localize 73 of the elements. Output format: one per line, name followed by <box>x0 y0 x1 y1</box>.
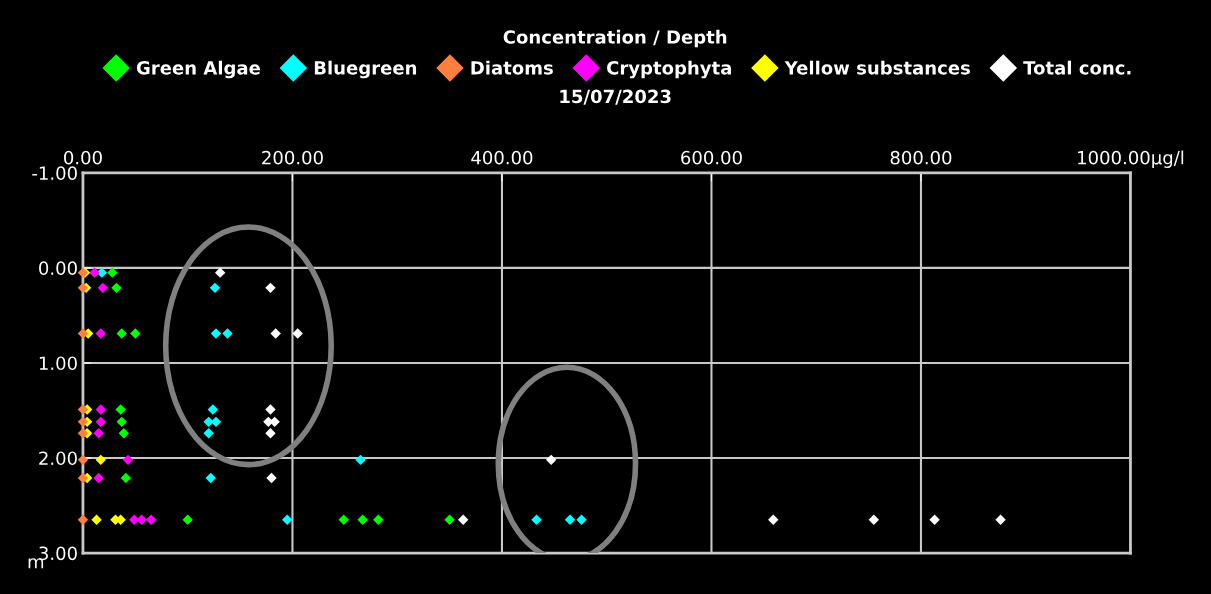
point <box>458 514 469 525</box>
point <box>265 282 276 294</box>
x-tick-label: 1000.00µg/l <box>1078 150 1184 168</box>
point <box>209 282 221 294</box>
legend-label: Diatoms <box>471 60 553 75</box>
point <box>95 416 106 428</box>
point <box>97 282 109 294</box>
point <box>77 514 89 525</box>
point <box>145 514 157 525</box>
point <box>373 514 384 525</box>
point <box>576 514 587 525</box>
point <box>292 328 303 339</box>
point <box>203 428 214 439</box>
legend-label: Green Algae <box>136 60 260 79</box>
point <box>77 454 89 466</box>
chart-title: Concentration / Depth <box>503 29 727 48</box>
point <box>77 428 89 439</box>
point <box>111 282 122 294</box>
x-tick-label: 200.00 <box>262 150 323 165</box>
point <box>77 328 89 339</box>
chart-subtitle: 15/07/2023 <box>560 89 671 105</box>
point <box>77 472 89 484</box>
point <box>995 514 1006 525</box>
point <box>93 428 104 439</box>
point <box>266 472 277 484</box>
point <box>444 514 455 525</box>
point <box>265 404 276 415</box>
point <box>89 267 100 278</box>
point <box>120 472 132 484</box>
y-tick-label: 0.00 <box>39 261 77 276</box>
y-tick-label: -1.00 <box>32 166 77 180</box>
point <box>338 514 349 525</box>
point <box>546 454 557 466</box>
point <box>116 416 127 428</box>
point <box>182 514 193 525</box>
point <box>95 454 106 466</box>
point <box>116 328 127 339</box>
point <box>205 472 216 484</box>
legend-label: Total conc. <box>1023 60 1131 75</box>
point <box>768 514 779 525</box>
point <box>222 328 233 339</box>
point <box>107 267 118 278</box>
point <box>564 514 576 525</box>
point <box>95 328 106 339</box>
point <box>130 328 141 339</box>
point <box>868 514 880 525</box>
point <box>77 416 89 428</box>
point <box>207 404 219 415</box>
point <box>122 454 134 466</box>
y-tick-label: 2.00 <box>39 451 77 466</box>
point <box>282 514 293 525</box>
point <box>265 428 276 439</box>
legend-label: Cryptophyta <box>607 60 731 79</box>
legend-label: Yellow substances <box>784 60 970 75</box>
point <box>355 454 366 466</box>
point <box>531 514 542 525</box>
x-tick-label: 600.00 <box>681 150 742 165</box>
point <box>214 267 226 278</box>
x-tick-label: 400.00 <box>471 150 533 165</box>
point <box>95 404 106 415</box>
point <box>270 328 281 339</box>
point <box>929 514 940 525</box>
point <box>115 404 126 415</box>
y-tick-label: 1.00 <box>39 356 77 371</box>
legend-label: Bluegreen <box>314 60 417 79</box>
point <box>91 514 102 525</box>
point <box>77 404 89 415</box>
point <box>118 428 129 439</box>
point <box>357 514 368 525</box>
x-tick-label: 800.00 <box>890 150 952 165</box>
x-tick-label: 0.00 <box>64 150 102 165</box>
point <box>210 328 222 339</box>
point <box>93 472 104 484</box>
